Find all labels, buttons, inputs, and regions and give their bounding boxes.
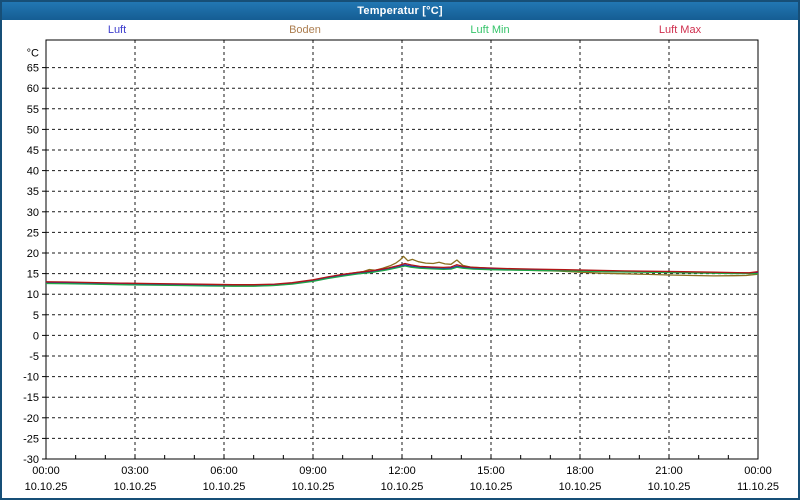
x-tick-time-label: 18:00 bbox=[566, 465, 594, 477]
x-tick-time-label: 21:00 bbox=[655, 465, 683, 477]
x-tick-date-label: 10.10.25 bbox=[292, 481, 335, 493]
y-tick-label: -20 bbox=[23, 413, 39, 425]
x-tick-date-label: 10.10.25 bbox=[559, 481, 602, 493]
y-tick-label: 40 bbox=[27, 166, 39, 178]
legend-item-luft-min: Luft Min bbox=[470, 24, 510, 36]
y-tick-label: 60 bbox=[27, 83, 39, 95]
x-tick-date-label: 10.10.25 bbox=[648, 481, 691, 493]
series-line-luft-max bbox=[45, 262, 759, 286]
y-tick-label: 30 bbox=[27, 207, 39, 219]
x-tick-time-label: 15:00 bbox=[477, 465, 505, 477]
y-tick-label: -25 bbox=[23, 433, 39, 445]
x-tick-date-label: 10.10.25 bbox=[203, 481, 246, 493]
y-tick-label: -10 bbox=[23, 372, 39, 384]
x-tick-time-label: 06:00 bbox=[210, 465, 238, 477]
x-tick-time-label: 03:00 bbox=[121, 465, 149, 477]
y-tick-label: 20 bbox=[27, 248, 39, 260]
x-tick-date-label: 11.10.25 bbox=[737, 481, 779, 493]
y-tick-label: 0 bbox=[33, 330, 39, 342]
y-tick-label: 65 bbox=[27, 63, 39, 75]
x-tick-date-label: 10.10.25 bbox=[114, 481, 157, 493]
x-tick-time-label: 12:00 bbox=[388, 465, 416, 477]
y-tick-label: 50 bbox=[27, 124, 39, 136]
x-tick-date-label: 10.10.25 bbox=[470, 481, 513, 493]
series-line-luft-min bbox=[45, 265, 758, 287]
y-axis-unit-label: °C bbox=[27, 48, 39, 60]
legend-item-luft-max: Luft Max bbox=[658, 24, 702, 36]
legend-item-luft: Luft bbox=[107, 24, 127, 36]
x-tick-time-label: 00:00 bbox=[32, 465, 60, 477]
legend-item-boden: Boden bbox=[289, 24, 321, 36]
y-tick-label: 25 bbox=[27, 227, 39, 239]
y-tick-label: -5 bbox=[29, 351, 39, 363]
y-tick-label: 15 bbox=[27, 269, 39, 281]
x-tick-time-label: 09:00 bbox=[299, 465, 327, 477]
y-tick-label: -15 bbox=[23, 392, 39, 404]
y-tick-label: 35 bbox=[27, 186, 39, 198]
y-tick-label: 45 bbox=[27, 145, 39, 157]
plot-border bbox=[45, 39, 759, 460]
y-tick-label: -30 bbox=[23, 454, 39, 466]
x-tick-date-label: 10.10.25 bbox=[381, 481, 424, 493]
y-tick-label: 55 bbox=[27, 104, 39, 116]
legend: Luft Boden Luft Min Luft Max bbox=[2, 20, 798, 42]
title-bar: Temperatur [°C] bbox=[2, 2, 798, 20]
y-tick-label: 5 bbox=[33, 310, 39, 322]
y-tick-label: 10 bbox=[27, 289, 39, 301]
x-tick-time-label: 00:00 bbox=[744, 465, 772, 477]
chart-title: Temperatur [°C] bbox=[357, 5, 443, 17]
x-tick-date-label: 10.10.25 bbox=[25, 481, 68, 493]
